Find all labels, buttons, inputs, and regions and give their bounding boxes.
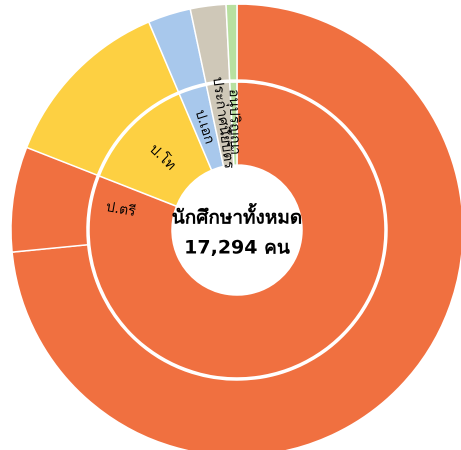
center-subtitle: 17,294 คน: [184, 237, 290, 259]
inner-slice: [88, 81, 386, 379]
center-title: นักศึกษาทั้งหมด: [172, 203, 302, 229]
slice-label: ป.ตรี: [105, 199, 138, 220]
outer-slice: [225, 3, 238, 81]
outer-slice: [11, 3, 461, 450]
slice-label: อนุปริญญา: [226, 89, 244, 155]
inner-slice: [229, 81, 238, 166]
